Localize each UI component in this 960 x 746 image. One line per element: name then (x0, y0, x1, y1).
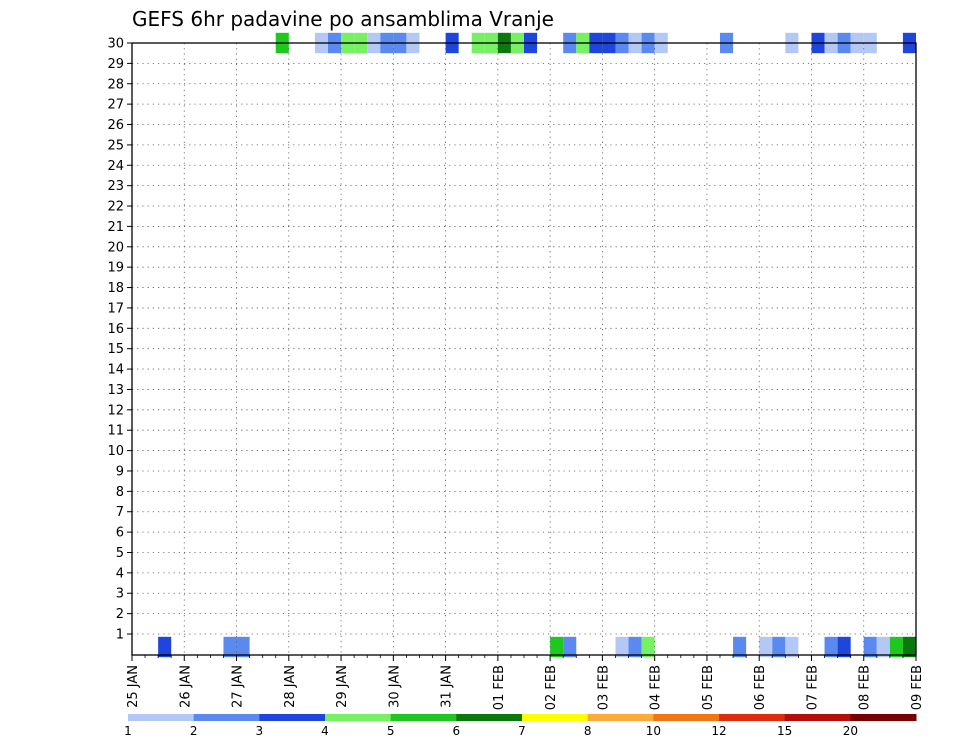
y-tick-label: 20 (107, 240, 124, 255)
colorbar-swatch (128, 714, 195, 721)
colorbar-label: 3 (256, 724, 264, 738)
x-tick-label: 27 JAN (231, 665, 246, 708)
colorbar-swatch (719, 714, 786, 721)
colorbar-label: 1 (124, 724, 132, 738)
heatmap-cell (759, 636, 773, 658)
x-tick-label: 30 JAN (387, 665, 402, 708)
y-axis: 1234567891011121314151617181920212223242… (107, 37, 132, 643)
y-tick-label: 11 (107, 424, 124, 439)
colorbar-label: 20 (843, 724, 858, 738)
y-tick-label: 14 (107, 363, 124, 378)
heatmap-cell (236, 636, 250, 658)
y-tick-label: 16 (107, 322, 124, 337)
colorbar-label: 5 (387, 724, 395, 738)
heatmap-cell (863, 636, 877, 658)
y-tick-label: 25 (107, 138, 124, 153)
heatmap-cell (876, 636, 890, 658)
colorbar-label: 4 (321, 724, 329, 738)
x-tick-label: 02 FEB (544, 665, 559, 710)
colorbar-swatch (587, 714, 654, 721)
colorbar-label: 15 (777, 724, 792, 738)
heatmap-cell (902, 636, 916, 658)
y-tick-label: 1 (116, 628, 124, 643)
y-tick-label: 23 (107, 179, 124, 194)
y-tick-label: 30 (107, 37, 124, 52)
y-tick-label: 7 (116, 505, 124, 520)
x-tick-label: 09 FEB (910, 665, 925, 710)
y-tick-label: 5 (116, 546, 124, 561)
colorbar-swatch (522, 714, 589, 721)
x-tick-label: 31 JAN (440, 665, 455, 708)
y-tick-label: 13 (107, 383, 124, 398)
heatmap-cell (889, 636, 903, 658)
colorbar-label: 6 (453, 724, 461, 738)
x-tick-label: 08 FEB (858, 665, 873, 710)
y-tick-label: 6 (116, 526, 124, 541)
heatmap-cell (824, 636, 838, 658)
colorbar-swatch (850, 714, 917, 721)
colorbar-swatch (653, 714, 720, 721)
heatmap-cell (223, 636, 237, 658)
y-tick-label: 4 (116, 566, 124, 581)
y-tick-label: 9 (116, 464, 124, 479)
y-tick-label: 24 (107, 159, 124, 174)
colorbar-swatch (784, 714, 851, 721)
y-tick-label: 21 (107, 220, 124, 235)
x-tick-label: 03 FEB (596, 665, 611, 710)
heatmap-cell (563, 636, 577, 658)
y-tick-label: 27 (107, 98, 124, 113)
x-tick-label: 29 JAN (335, 665, 350, 708)
y-tick-label: 15 (107, 342, 124, 357)
x-tick-label: 26 JAN (178, 665, 193, 708)
x-tick-label: 28 JAN (283, 665, 298, 708)
y-tick-label: 19 (107, 261, 124, 276)
heatmap-cell (733, 636, 747, 658)
colorbar-label: 2 (190, 724, 198, 738)
y-tick-label: 3 (116, 587, 124, 602)
colorbar-label: 10 (646, 724, 661, 738)
y-tick-label: 26 (107, 118, 124, 133)
colorbar-swatch (193, 714, 260, 721)
colorbar-legend: 1 2 3 4 5 6 7 8 10 12 15 20 (124, 714, 917, 738)
y-tick-label: 18 (107, 281, 124, 296)
x-tick-label: 04 FEB (649, 665, 664, 710)
colorbar-label: 12 (711, 724, 726, 738)
chart-title: GEFS 6hr padavine po ansamblima Vranje (132, 7, 554, 31)
y-tick-label: 10 (107, 444, 124, 459)
x-axis: 25 JAN 26 JAN 27 JAN 28 JAN 29 JAN 30 JAN 31 J… (126, 655, 925, 710)
colorbar-swatch (456, 714, 523, 721)
heatmap-cell (837, 636, 851, 658)
heatmap-cell (158, 636, 172, 658)
y-tick-label: 8 (116, 485, 124, 500)
heatmap-cell (628, 636, 642, 658)
heatmap-cells (158, 32, 916, 658)
y-tick-label: 28 (107, 77, 124, 92)
heatmap-cell (641, 636, 655, 658)
x-tick-label: 25 JAN (126, 665, 141, 708)
heatmap-cell (615, 636, 629, 658)
y-tick-label: 17 (107, 301, 124, 316)
y-tick-label: 22 (107, 200, 124, 215)
x-tick-label: 06 FEB (753, 665, 768, 710)
colorbar-swatch (325, 714, 392, 721)
y-tick-label: 12 (107, 403, 124, 418)
colorbar-label: 7 (518, 724, 526, 738)
heatmap-cell (772, 636, 786, 658)
heatmap-cell (550, 636, 564, 658)
grid-lines (131, 42, 917, 655)
colorbar-label: 8 (584, 724, 592, 738)
heatmap-cell (785, 636, 799, 658)
colorbar-swatch (259, 714, 326, 721)
y-tick-label: 29 (107, 57, 124, 72)
x-tick-label: 07 FEB (805, 665, 820, 710)
x-tick-label: 01 FEB (492, 665, 507, 710)
colorbar-swatch (390, 714, 457, 721)
x-tick-label: 05 FEB (701, 665, 716, 710)
y-tick-label: 2 (116, 607, 124, 622)
